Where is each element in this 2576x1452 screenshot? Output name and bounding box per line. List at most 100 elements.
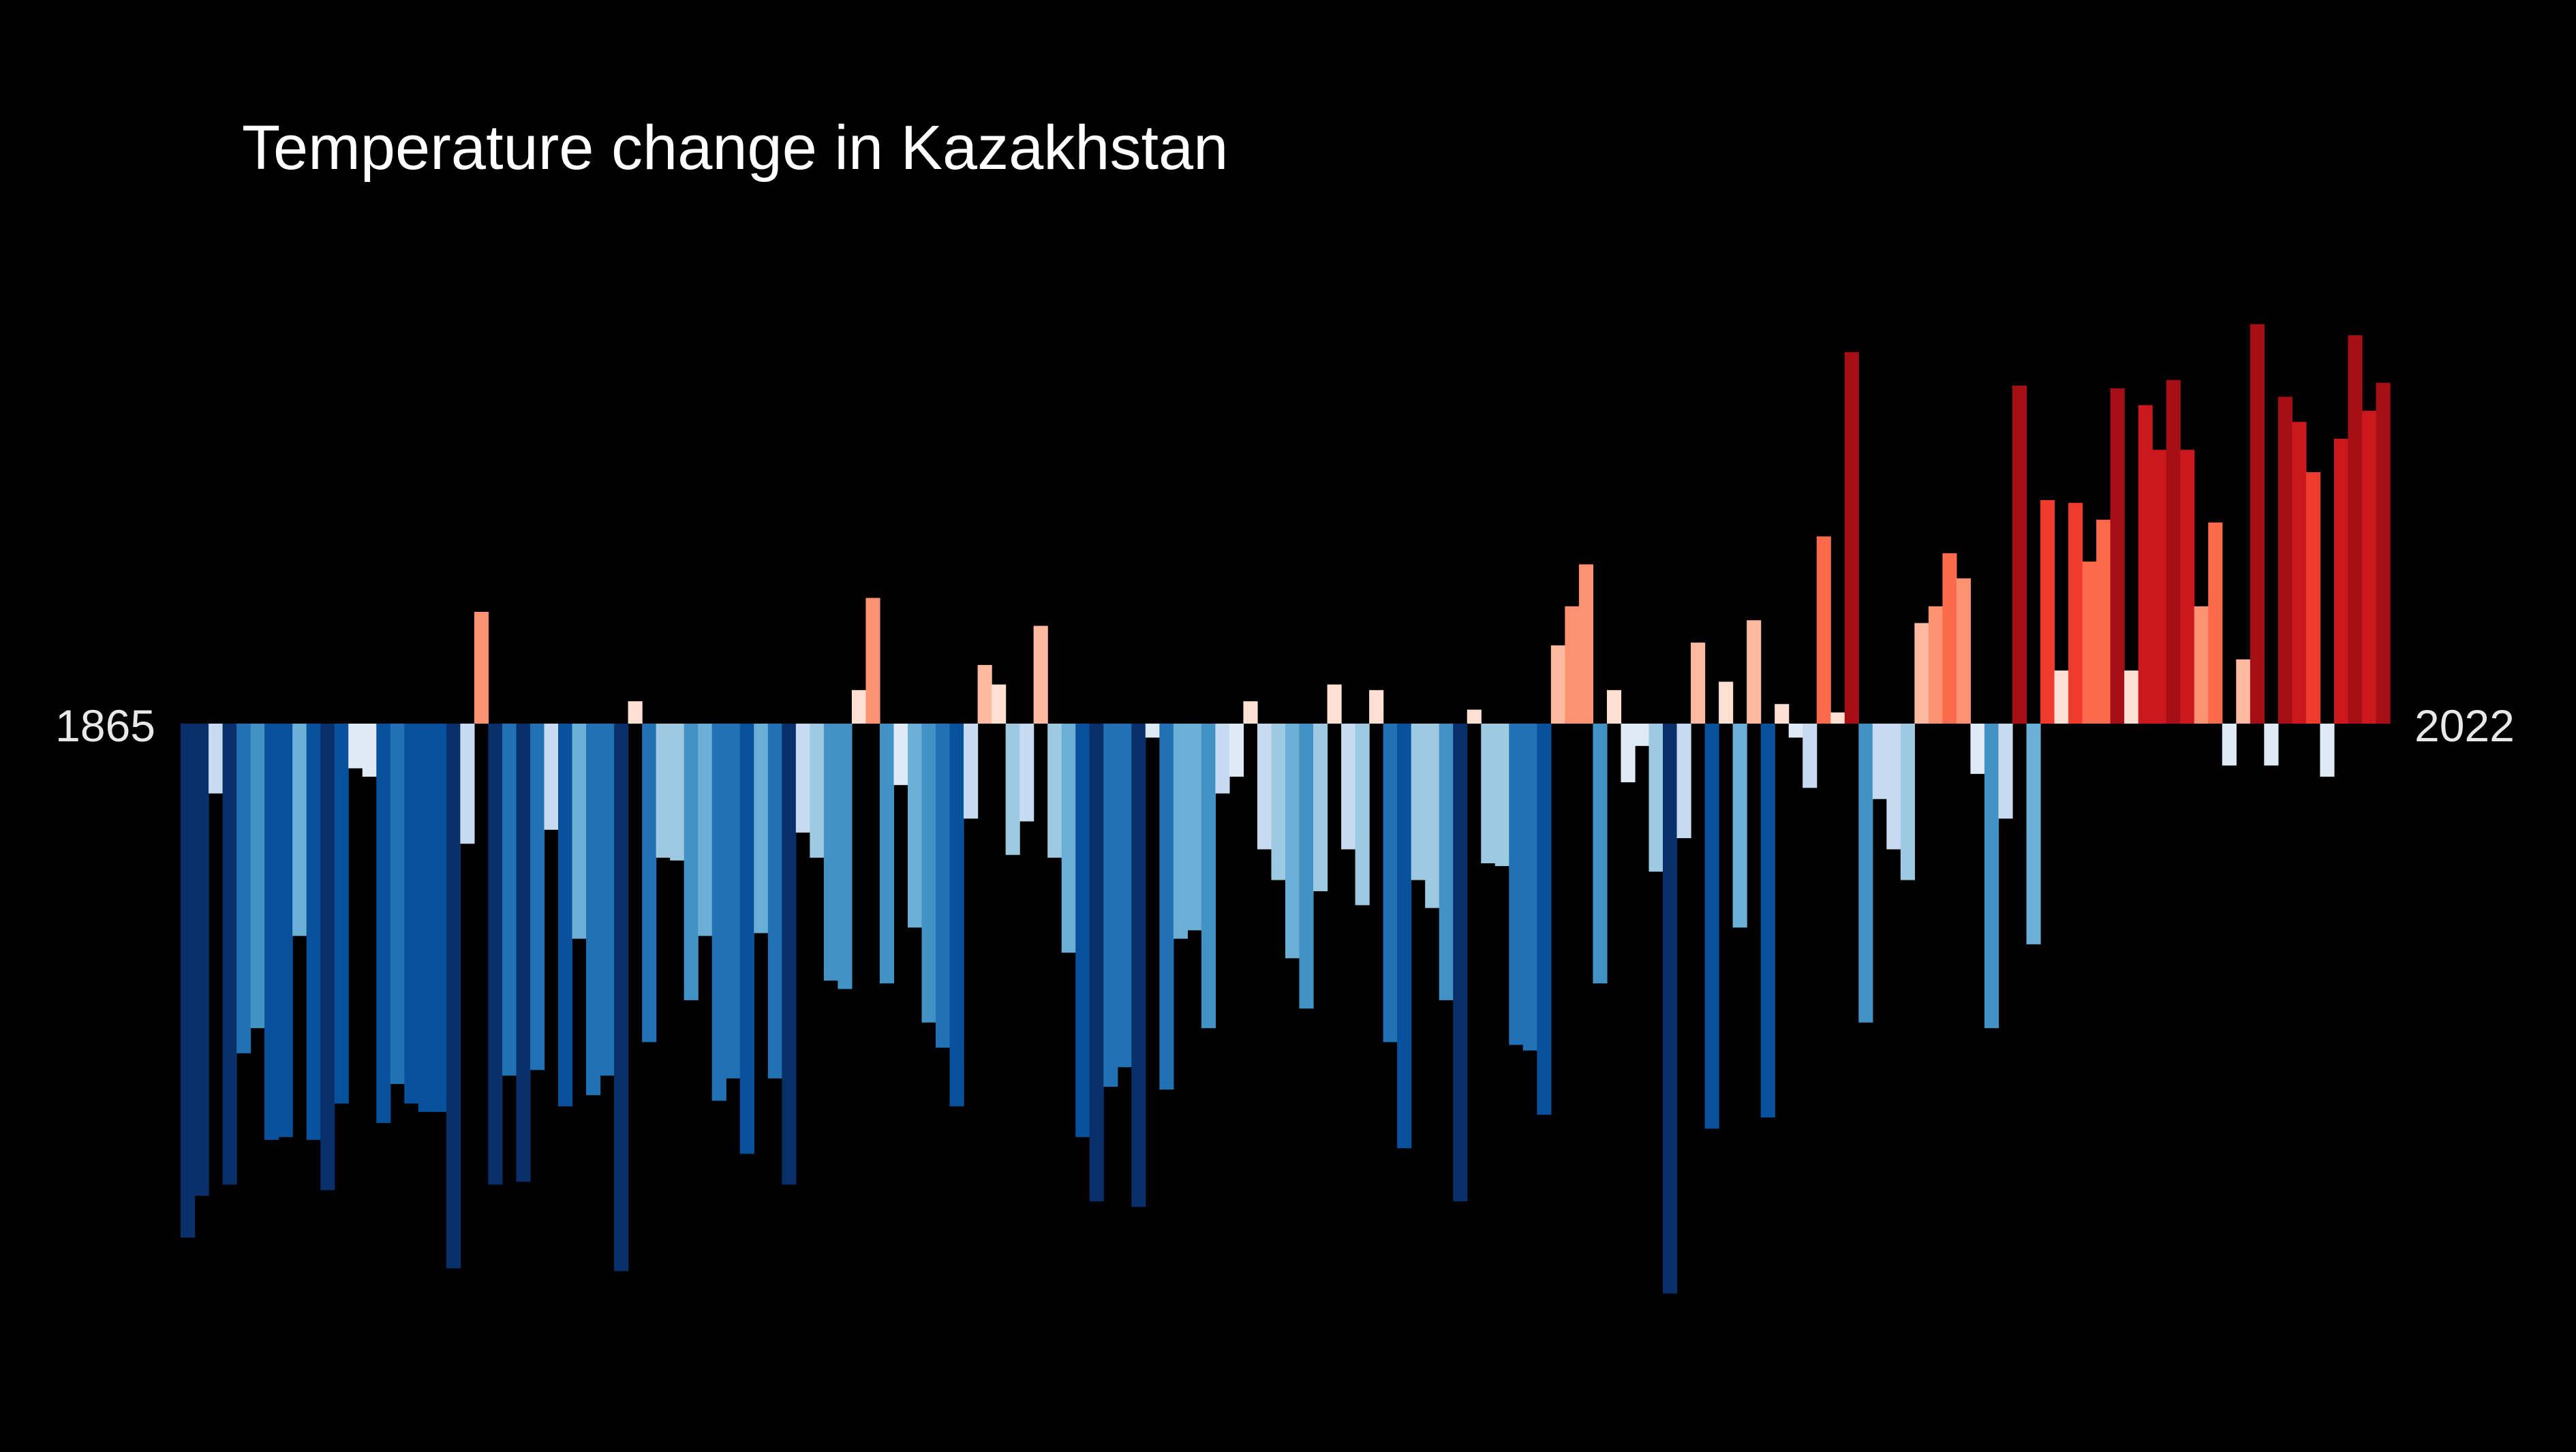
bar-1918 — [921, 724, 936, 1023]
bar-2000 — [2068, 503, 2083, 724]
bar-1964 — [1565, 606, 1580, 724]
bar-1872 — [278, 724, 293, 1137]
bars-group — [181, 324, 2391, 1294]
bar-1912 — [838, 724, 853, 989]
bar-1963 — [1550, 645, 1565, 724]
bar-1878 — [362, 724, 377, 777]
bar-1980 — [1788, 724, 1803, 738]
bar-1961 — [1522, 724, 1537, 1051]
bar-1932 — [1117, 724, 1132, 1068]
bar-1968 — [1621, 724, 1636, 783]
bar-2001 — [2082, 561, 2097, 724]
bar-1867 — [209, 724, 224, 794]
bar-2011 — [2222, 724, 2237, 766]
bar-1992 — [1956, 578, 1972, 724]
bar-1975 — [1719, 681, 1734, 724]
bar-1947 — [1327, 684, 1342, 724]
bar-1877 — [348, 724, 363, 769]
bar-2019 — [2333, 438, 2349, 724]
bar-1981 — [1803, 724, 1818, 788]
bar-1883 — [432, 724, 447, 1112]
bar-1895 — [600, 724, 615, 1076]
bar-2006 — [2152, 450, 2167, 724]
bar-1908 — [782, 724, 797, 1185]
bar-1888 — [502, 724, 517, 1076]
bar-1993 — [1970, 724, 1985, 774]
bar-1935 — [1159, 724, 1174, 1090]
bar-1892 — [558, 724, 573, 1107]
bar-1880 — [390, 724, 405, 1084]
bar-1894 — [586, 724, 601, 1096]
bar-1940 — [1229, 724, 1244, 777]
bar-1890 — [530, 724, 545, 1070]
bar-1893 — [572, 724, 587, 939]
bar-1929 — [1075, 724, 1090, 1137]
bar-1986 — [1872, 724, 1887, 799]
bar-1942 — [1257, 724, 1272, 850]
bar-1938 — [1201, 724, 1216, 1028]
bar-2021 — [2361, 410, 2377, 724]
bar-1941 — [1243, 701, 1258, 724]
bar-1865 — [181, 724, 196, 1238]
bar-1960 — [1509, 724, 1524, 1045]
bar-1934 — [1145, 724, 1160, 738]
bar-1991 — [1942, 553, 1957, 724]
bar-2005 — [2138, 405, 2153, 724]
bar-2013 — [2250, 324, 2265, 724]
bar-1977 — [1747, 620, 1762, 724]
bar-1931 — [1103, 724, 1118, 1087]
bar-1982 — [1816, 536, 1831, 724]
bar-1913 — [851, 690, 867, 724]
bar-1949 — [1355, 724, 1370, 906]
bar-1930 — [1089, 724, 1104, 1202]
bar-1901 — [684, 724, 699, 1000]
bar-1881 — [404, 724, 419, 1104]
bar-1985 — [1858, 724, 1873, 1023]
bar-1988 — [1900, 724, 1915, 880]
bar-1869 — [236, 724, 251, 1053]
bar-1933 — [1131, 724, 1146, 1207]
bar-1923 — [992, 684, 1007, 724]
bar-1884 — [446, 724, 461, 1269]
bar-1917 — [907, 724, 923, 928]
bar-1990 — [1928, 606, 1943, 724]
bar-1926 — [1033, 625, 1048, 724]
bar-1971 — [1663, 724, 1678, 1294]
bar-1906 — [754, 724, 769, 933]
bar-1919 — [936, 724, 951, 1048]
bar-1939 — [1215, 724, 1230, 794]
bar-1875 — [320, 724, 335, 1190]
bar-1994 — [1984, 724, 1999, 1028]
bar-1924 — [1005, 724, 1020, 855]
bar-1951 — [1383, 724, 1398, 1042]
bar-1943 — [1271, 724, 1286, 880]
bar-1953 — [1411, 724, 1426, 880]
bar-1871 — [264, 724, 279, 1140]
bar-1998 — [2040, 500, 2055, 724]
bar-1974 — [1704, 724, 1719, 1129]
chart-title: Temperature change in Kazakhstan — [242, 113, 1228, 183]
bar-1959 — [1494, 724, 1509, 867]
bar-1969 — [1634, 724, 1650, 746]
bar-1887 — [488, 724, 503, 1185]
start-year-label: 1865 — [55, 700, 155, 751]
bar-2003 — [2110, 388, 2125, 724]
bar-1909 — [795, 724, 810, 833]
bar-1916 — [893, 724, 908, 786]
bar-2009 — [2194, 606, 2209, 724]
bar-2016 — [2292, 422, 2307, 724]
bar-1921 — [964, 724, 979, 819]
bar-1978 — [1760, 724, 1775, 1118]
bar-1900 — [670, 724, 685, 861]
bar-1976 — [1732, 724, 1747, 928]
bar-1902 — [698, 724, 713, 936]
bar-1922 — [977, 664, 992, 724]
bar-2012 — [2236, 659, 2251, 724]
bar-1927 — [1047, 724, 1062, 858]
bar-1920 — [949, 724, 964, 1107]
bar-1879 — [376, 724, 391, 1124]
bar-1874 — [306, 724, 321, 1140]
bar-1957 — [1467, 709, 1482, 724]
bar-1899 — [656, 724, 671, 858]
